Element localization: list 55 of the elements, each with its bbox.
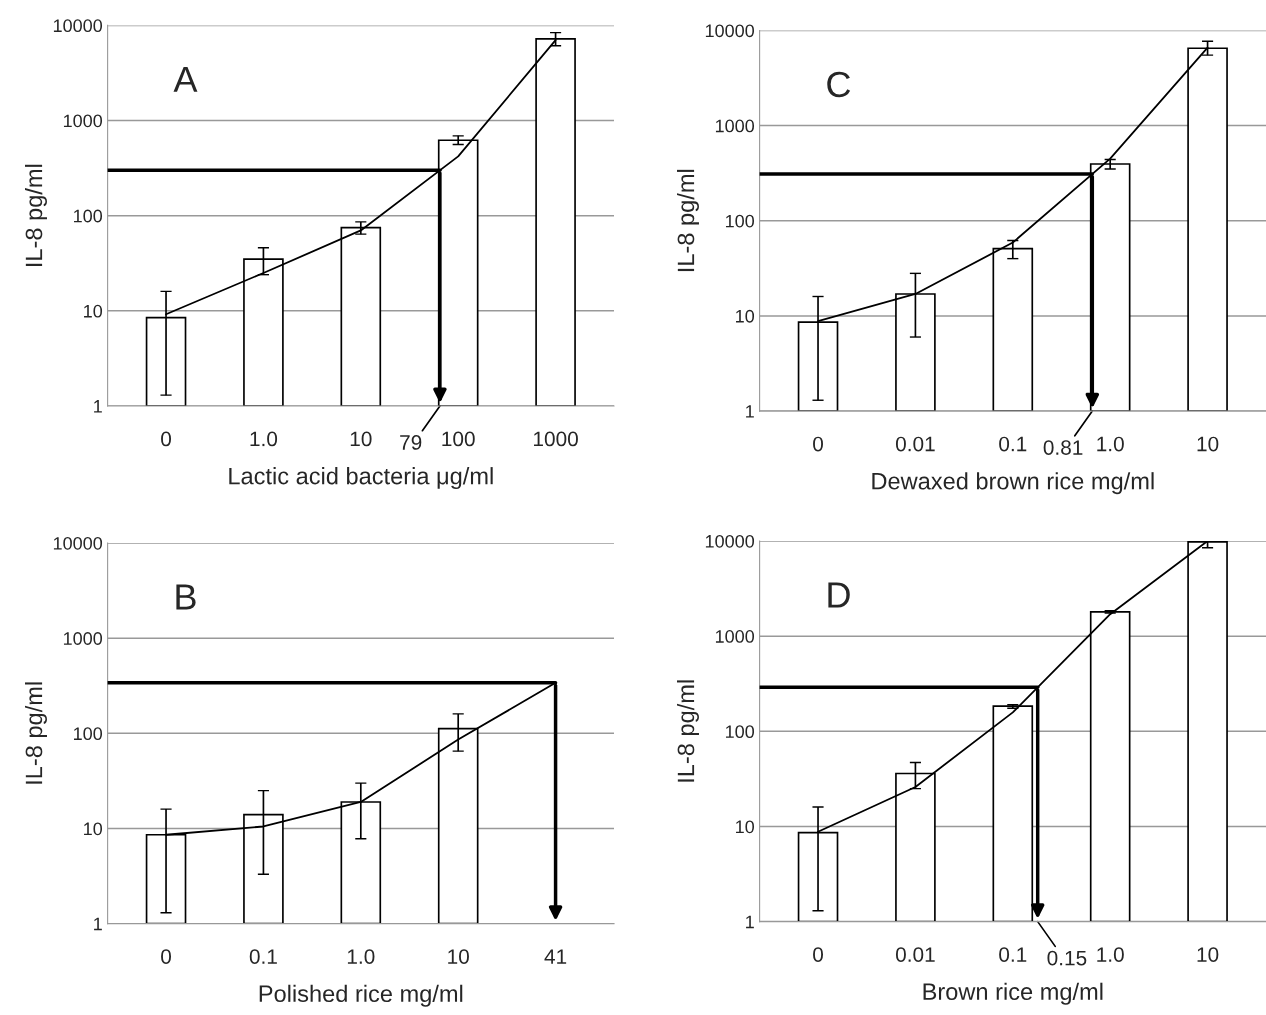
- text: A: [173, 66, 198, 92]
- y-tick-label: 10000: [705, 534, 755, 548]
- y-tick-label: 10: [84, 304, 103, 318]
- x-tick-label: 1.0: [347, 949, 375, 964]
- y-tick-label: 100: [725, 214, 755, 228]
- text: C: [827, 71, 851, 98]
- x-tick-label: 100: [442, 431, 475, 447]
- x-axis-title: Brown rice mg/ml: [923, 982, 1103, 1005]
- y-axis-title: IL-8 pg/ml: [24, 164, 47, 266]
- x-tick-label: 0: [813, 436, 824, 452]
- x-tick-label: 10: [448, 949, 469, 964]
- x-tick-label: 1.0: [1097, 947, 1124, 962]
- y-tick-label: 1000: [63, 632, 103, 645]
- x-tick-label: 41: [544, 949, 567, 964]
- x-axis-title: Dewaxed brown rice mg/ml: [872, 472, 1154, 495]
- x-tick-label: 0.1: [249, 949, 277, 964]
- x-tick-label: 0.1: [999, 947, 1027, 962]
- y-tick-label: 1000: [63, 114, 103, 128]
- x-tick-label: 1.0: [250, 431, 278, 447]
- y-tick-label: 1: [746, 405, 754, 418]
- y-tick-label: 1000: [715, 630, 755, 643]
- y-axis-title: IL-8 pg/ml: [24, 682, 47, 784]
- x-tick-label: 0: [813, 947, 824, 962]
- y-axis-title: IL-8 pg/ml: [676, 169, 699, 272]
- y-tick-label: 100: [725, 725, 755, 739]
- text: 0.15: [1047, 950, 1087, 966]
- y-tick-label: 1: [746, 915, 754, 929]
- y-axis-title: IL-8 pg/ml: [676, 680, 699, 782]
- y-tick-label: 1: [94, 917, 102, 931]
- text: 79: [400, 435, 422, 450]
- x-tick-label: 10: [1197, 947, 1219, 962]
- x-tick-label: 1000: [534, 431, 578, 447]
- x-tick-label: 0: [161, 949, 172, 964]
- y-tick-label: 1: [94, 400, 102, 413]
- y-tick-label: 10000: [53, 19, 103, 33]
- x-axis-title: Polished rice mg/ml: [259, 984, 463, 1007]
- x-tick-label: 0.01: [895, 947, 935, 962]
- text: B: [176, 584, 196, 610]
- x-axis-title: Lactic acid bacteria μg/ml: [229, 467, 493, 490]
- y-tick-label: 10: [736, 309, 755, 323]
- y-tick-label: 10: [84, 822, 103, 836]
- y-tick-label: 10: [736, 820, 755, 834]
- x-tick-label: 0.1: [999, 436, 1027, 452]
- x-tick-label: 0: [161, 431, 172, 447]
- x-tick-label: 10: [350, 431, 372, 447]
- x-tick-label: 1.0: [1097, 436, 1124, 452]
- text: D: [828, 582, 850, 608]
- y-tick-label: 10000: [53, 536, 103, 550]
- x-tick-label: 10: [1197, 436, 1219, 452]
- y-tick-label: 1000: [715, 119, 755, 133]
- y-tick-label: 10000: [705, 24, 755, 38]
- y-tick-label: 100: [74, 209, 103, 223]
- x-tick-label: 0.01: [895, 436, 935, 452]
- text: 0.81: [1043, 440, 1083, 455]
- y-tick-label: 100: [74, 727, 103, 741]
